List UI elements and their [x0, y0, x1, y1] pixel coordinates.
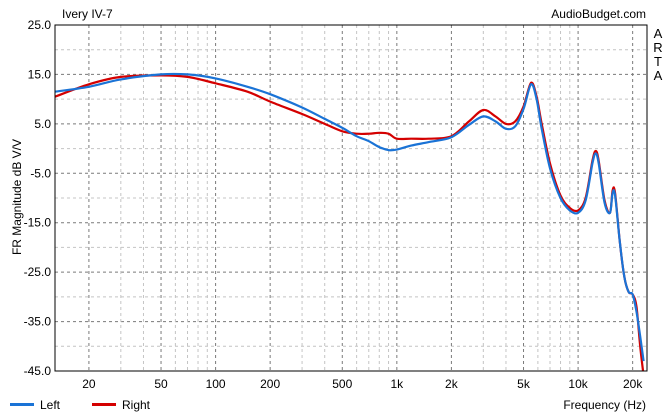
side-text: A R T A [651, 27, 665, 83]
x-tick-label: 1k [390, 377, 404, 391]
y-tick-label: -35.0 [24, 315, 52, 329]
y-tick-label: -5.0 [30, 166, 51, 180]
x-tick-label: 100 [206, 377, 226, 391]
x-axis-label: Frequency (Hz) [563, 398, 646, 412]
side-letter: T [654, 54, 662, 69]
legend-entry-left: Left [10, 398, 60, 412]
x-tick-labels: 20 50 100 200 500 1k 2k 5k 10k 20k [82, 377, 643, 391]
x-tick-label: 5k [517, 377, 531, 391]
y-tick-label: -15.0 [24, 216, 52, 230]
plot-frame [54, 24, 648, 372]
y-tick-label: 15.0 [28, 67, 52, 81]
legend-label-right: Right [122, 398, 151, 412]
x-tick-label: 20k [623, 377, 643, 391]
chart-title: Ivery IV-7 [62, 7, 113, 21]
x-tick-label: 500 [332, 377, 352, 391]
y-tick-label: -45.0 [24, 364, 52, 378]
x-tick-label: 2k [445, 377, 459, 391]
x-tick-label: 10k [568, 377, 588, 391]
legend-swatch-left [10, 403, 34, 407]
legend-swatch-right [92, 403, 116, 407]
y-tick-label: 5.0 [34, 117, 51, 131]
series-lines [55, 72, 645, 371]
side-letter: A [653, 68, 663, 83]
legend-entry-right: Right [92, 398, 150, 412]
side-letter: A [653, 26, 663, 41]
x-tick-label: 200 [260, 377, 280, 391]
y-axis-label: FR Magnitude dB V/V [10, 138, 24, 256]
x-tick-label: 20 [82, 377, 96, 391]
source-label: AudioBudget.com [551, 7, 646, 21]
side-letter: R [653, 40, 663, 55]
y-tick-label: 25.0 [28, 18, 52, 32]
series-line-right [55, 74, 645, 371]
x-tick-label: 50 [154, 377, 168, 391]
legend-label-left: Left [40, 398, 61, 412]
y-tick-labels: 25.0 15.0 5.0 -5.0 -15.0 -25.0 -35.0 -45.0 [24, 18, 52, 378]
series-line-left [55, 72, 645, 362]
y-tick-label: -25.0 [24, 265, 52, 279]
